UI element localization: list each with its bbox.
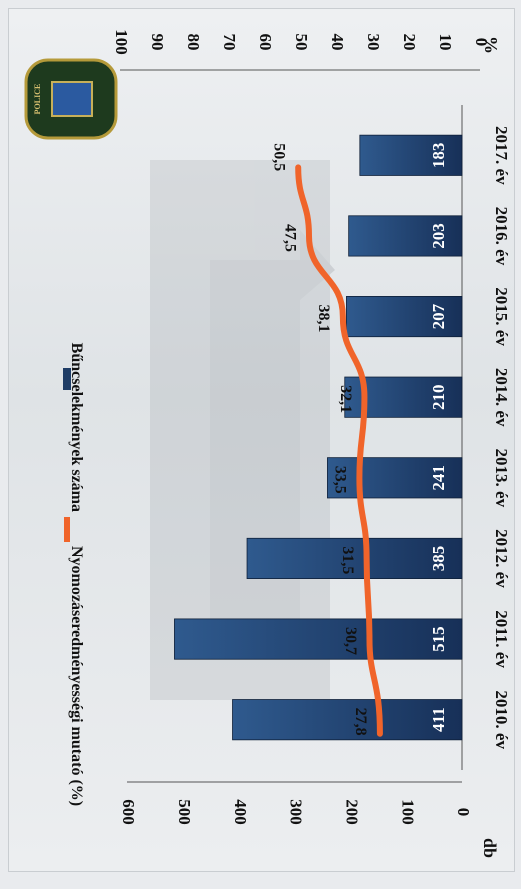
right-axis-tick: 70 [220, 34, 239, 51]
left-axis-ticks: 0 100 200 300 400 500 600 [119, 799, 473, 825]
category-label: 2017. év [492, 126, 511, 185]
legend-bar-swatch [63, 368, 71, 390]
left-axis-unit: db [480, 838, 500, 858]
left-axis-tick: 600 [119, 799, 138, 825]
right-axis-tick: 30 [364, 34, 383, 51]
right-axis-tick: 10 [436, 34, 455, 51]
bar-2011 [174, 618, 463, 660]
line-value-label: 31,5 [339, 546, 356, 574]
category-labels: 2010. év 2011. év 2012. év 2013. év 2014. év… [492, 126, 511, 749]
legend-bar-label: Bűncselekmények száma [68, 343, 85, 512]
right-axis-ticks: 0 10 20 30 40 50 60 70 80 90 100 [112, 29, 491, 55]
line-value-label: 27,8 [352, 708, 369, 736]
bar-value-label: 203 [429, 223, 448, 249]
line-value-label: 50,5 [271, 143, 288, 171]
bar-value-label: 411 [429, 707, 448, 732]
right-axis-tick: 90 [148, 34, 167, 51]
category-label: 2012. év [492, 529, 511, 588]
legend-line-label: Nyomozáseredményességi mutató (%) [68, 546, 85, 806]
category-label: 2013. év [492, 449, 511, 508]
bar-data-labels: 411 515 385 241 210 207 203 183 [429, 143, 448, 732]
line-data-labels: 27,8 30,7 31,5 33,5 32,1 38,1 47,5 50,5 [271, 143, 370, 735]
bar-2016 [348, 215, 463, 257]
left-axis-tick: 0 [454, 808, 473, 817]
line-value-label: 32,1 [337, 385, 354, 413]
left-axis-tick: 100 [398, 799, 417, 825]
line-series [295, 164, 383, 737]
right-axis-tick: 100 [112, 29, 131, 55]
bar-value-label: 183 [429, 143, 448, 169]
bar-value-label: 241 [429, 465, 448, 491]
bar-2010 [232, 699, 463, 741]
category-label: 2015. év [492, 287, 511, 346]
line-value-label: 47,5 [281, 224, 298, 252]
right-axis-tick: 50 [292, 34, 311, 51]
police-badge-text: POLICE [33, 84, 42, 115]
left-axis-tick: 400 [231, 799, 250, 825]
left-axis-tick: 200 [342, 799, 361, 825]
bar-value-label: 210 [429, 384, 448, 410]
right-axis-tick: 80 [184, 34, 203, 51]
line-value-label: 30,7 [342, 627, 359, 655]
right-axis-tick: 40 [328, 34, 347, 51]
category-label: 2010. év [492, 690, 511, 749]
right-axis-tick: 60 [256, 34, 275, 51]
left-axis-tick: 300 [287, 799, 306, 825]
police-badge-icon: POLICE [24, 58, 118, 140]
category-label: 2011. év [492, 610, 511, 668]
line-value-label: 33,5 [332, 466, 349, 494]
legend-line-swatch [64, 517, 70, 542]
bar-value-label: 207 [429, 303, 448, 329]
category-label: 2014. év [492, 368, 511, 427]
bar-2015 [346, 296, 463, 338]
bar-2013 [327, 457, 463, 499]
right-axis-tick: 20 [400, 34, 419, 51]
bar-value-label: 515 [429, 626, 448, 652]
bar-2012 [246, 537, 463, 579]
right-axis-unit: % [481, 36, 501, 54]
line-value-label: 38,1 [315, 305, 332, 333]
right-axis-tick: 0 [472, 38, 491, 47]
line-series-path [295, 164, 383, 737]
category-label: 2016. év [492, 207, 511, 266]
bar-value-label: 385 [429, 546, 448, 572]
legend: Bűncselekmények száma Nyomozáseredményes… [63, 343, 85, 806]
left-axis-tick: 500 [175, 799, 194, 825]
bar-series [174, 134, 463, 741]
bar-2017 [359, 134, 463, 176]
